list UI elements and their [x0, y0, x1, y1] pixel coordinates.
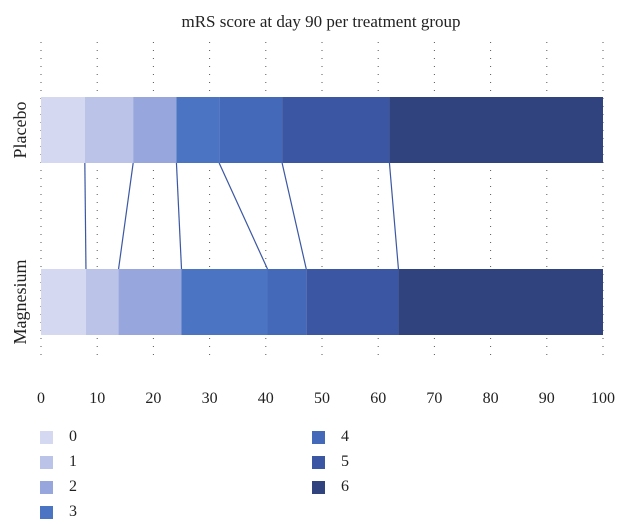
connector-line	[84, 162, 87, 270]
bar-segment	[389, 97, 603, 163]
bar-segment	[133, 97, 177, 163]
bar-segment	[398, 269, 603, 335]
legend-swatch	[312, 430, 325, 444]
legend-item: 0	[40, 428, 77, 446]
legend-label: 5	[341, 453, 349, 470]
legend-label: 6	[341, 478, 349, 495]
category-label: Placebo	[10, 102, 30, 159]
legend-label: 2	[69, 478, 77, 495]
bar-segment	[41, 269, 86, 335]
bar-segment	[85, 269, 119, 335]
bar-segment	[267, 269, 307, 335]
legend-label: 3	[69, 503, 77, 520]
x-tick-label: 90	[539, 390, 555, 407]
x-tick-label: 70	[426, 390, 442, 407]
connector-lines	[84, 162, 400, 270]
connector-line	[117, 162, 134, 270]
bar-segment	[176, 97, 220, 163]
legend-item: 1	[40, 453, 77, 471]
legend-swatch	[40, 430, 53, 444]
category-label: Magnesium	[10, 260, 30, 345]
x-tick-label: 30	[202, 390, 218, 407]
legend-item: 2	[40, 478, 77, 496]
bar-segment	[282, 97, 390, 163]
bar-segment	[219, 97, 283, 163]
connector-line	[281, 162, 307, 270]
legend-item: 3	[40, 503, 77, 521]
chart: mRS score at day 90 per treatment group …	[10, 12, 615, 407]
y-axis-labels: Placebo Magnesium	[10, 102, 30, 345]
x-tick-label: 0	[37, 390, 45, 407]
legend-item: 5	[312, 453, 349, 471]
x-tick-label: 60	[370, 390, 386, 407]
bar-segment	[84, 97, 134, 163]
legend-label: 1	[69, 453, 77, 470]
legend-label: 0	[69, 428, 77, 445]
bars	[41, 97, 603, 335]
legend-swatch	[312, 455, 325, 469]
x-tick-label: 20	[145, 390, 161, 407]
legend: 0 1 2 3 4 5 6	[40, 428, 440, 525]
chart-title: mRS score at day 90 per treatment group	[181, 12, 460, 31]
connector-line	[175, 162, 183, 270]
connector-line	[218, 162, 269, 270]
x-axis-ticks: 0 10 20 30 40 50 60 70 80 90 100	[37, 390, 615, 407]
x-tick-label: 80	[483, 390, 499, 407]
x-tick-label: 40	[258, 390, 274, 407]
bar-segment	[306, 269, 399, 335]
legend-item: 6	[312, 478, 349, 496]
legend-item: 4	[312, 428, 349, 446]
x-tick-label: 10	[89, 390, 105, 407]
bar-segment	[181, 269, 268, 335]
legend-swatch	[40, 455, 53, 469]
legend-swatch	[312, 480, 325, 494]
x-tick-label: 100	[591, 390, 615, 407]
legend-label: 4	[341, 428, 349, 445]
bar-segment	[41, 97, 85, 163]
bar-segment	[118, 269, 182, 335]
x-tick-label: 50	[314, 390, 330, 407]
legend-swatch	[40, 505, 53, 519]
legend-swatch	[40, 480, 53, 494]
connector-line	[388, 162, 400, 270]
